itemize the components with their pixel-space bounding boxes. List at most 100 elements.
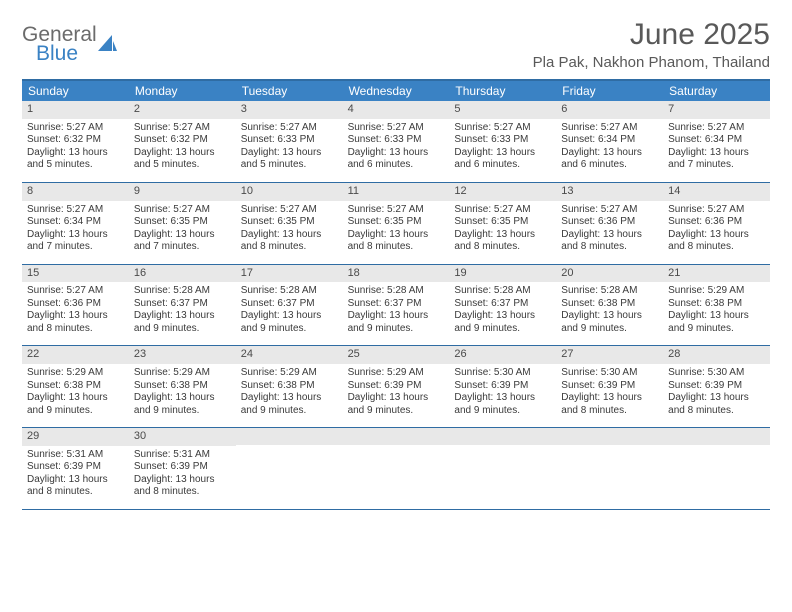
sunrise-text: Sunrise: 5:28 AM xyxy=(454,285,551,298)
calendar-week-row: 22Sunrise: 5:29 AMSunset: 6:38 PMDayligh… xyxy=(22,346,770,428)
weekday-header: Wednesday xyxy=(343,81,450,101)
day-number: 4 xyxy=(343,101,450,119)
day-info: Sunrise: 5:27 AMSunset: 6:35 PMDaylight:… xyxy=(236,201,343,264)
daylight-text: Daylight: 13 hours and 9 minutes. xyxy=(241,392,338,417)
daylight-text: Daylight: 13 hours and 8 minutes. xyxy=(561,229,658,254)
day-info: Sunrise: 5:28 AMSunset: 6:37 PMDaylight:… xyxy=(129,282,236,345)
sunrise-text: Sunrise: 5:29 AM xyxy=(348,367,445,380)
location-text: Pla Pak, Nakhon Phanom, Thailand xyxy=(533,54,770,71)
sunset-text: Sunset: 6:34 PM xyxy=(561,134,658,147)
day-info: Sunrise: 5:27 AMSunset: 6:33 PMDaylight:… xyxy=(236,119,343,182)
daylight-text: Daylight: 13 hours and 6 minutes. xyxy=(561,147,658,172)
sunset-text: Sunset: 6:39 PM xyxy=(561,380,658,393)
title-block: June 2025 Pla Pak, Nakhon Phanom, Thaila… xyxy=(533,18,770,71)
calendar-day-cell: 24Sunrise: 5:29 AMSunset: 6:38 PMDayligh… xyxy=(236,346,343,427)
calendar-day-cell xyxy=(236,428,343,509)
day-info: Sunrise: 5:27 AMSunset: 6:32 PMDaylight:… xyxy=(22,119,129,182)
day-info: Sunrise: 5:31 AMSunset: 6:39 PMDaylight:… xyxy=(22,446,129,509)
sunset-text: Sunset: 6:39 PM xyxy=(134,461,231,474)
calendar-day-cell xyxy=(556,428,663,509)
weekday-header: Friday xyxy=(556,81,663,101)
sunrise-text: Sunrise: 5:31 AM xyxy=(134,449,231,462)
sunset-text: Sunset: 6:39 PM xyxy=(668,380,765,393)
calendar-day-cell: 19Sunrise: 5:28 AMSunset: 6:37 PMDayligh… xyxy=(449,265,556,346)
day-info: Sunrise: 5:29 AMSunset: 6:38 PMDaylight:… xyxy=(663,282,770,345)
calendar-week-row: 8Sunrise: 5:27 AMSunset: 6:34 PMDaylight… xyxy=(22,183,770,265)
day-number: 10 xyxy=(236,183,343,201)
day-number: 28 xyxy=(663,346,770,364)
sunset-text: Sunset: 6:39 PM xyxy=(348,380,445,393)
sunset-text: Sunset: 6:38 PM xyxy=(134,380,231,393)
sunset-text: Sunset: 6:36 PM xyxy=(668,216,765,229)
sunset-text: Sunset: 6:39 PM xyxy=(27,461,124,474)
sunset-text: Sunset: 6:38 PM xyxy=(561,298,658,311)
sunset-text: Sunset: 6:37 PM xyxy=(454,298,551,311)
day-info: Sunrise: 5:27 AMSunset: 6:33 PMDaylight:… xyxy=(449,119,556,182)
day-info: Sunrise: 5:27 AMSunset: 6:34 PMDaylight:… xyxy=(556,119,663,182)
weekday-header: Monday xyxy=(129,81,236,101)
day-number: 6 xyxy=(556,101,663,119)
calendar-day-cell: 6Sunrise: 5:27 AMSunset: 6:34 PMDaylight… xyxy=(556,101,663,182)
sunset-text: Sunset: 6:38 PM xyxy=(241,380,338,393)
day-info: Sunrise: 5:28 AMSunset: 6:37 PMDaylight:… xyxy=(449,282,556,345)
sunrise-text: Sunrise: 5:29 AM xyxy=(27,367,124,380)
sunset-text: Sunset: 6:36 PM xyxy=(561,216,658,229)
weekday-header: Tuesday xyxy=(236,81,343,101)
daylight-text: Daylight: 13 hours and 9 minutes. xyxy=(668,310,765,335)
daylight-text: Daylight: 13 hours and 7 minutes. xyxy=(27,229,124,254)
daylight-text: Daylight: 13 hours and 5 minutes. xyxy=(241,147,338,172)
day-info: Sunrise: 5:28 AMSunset: 6:37 PMDaylight:… xyxy=(236,282,343,345)
sunset-text: Sunset: 6:32 PM xyxy=(27,134,124,147)
sunrise-text: Sunrise: 5:27 AM xyxy=(561,204,658,217)
sunrise-text: Sunrise: 5:27 AM xyxy=(27,204,124,217)
day-info: Sunrise: 5:29 AMSunset: 6:38 PMDaylight:… xyxy=(236,364,343,427)
calendar-week-row: 1Sunrise: 5:27 AMSunset: 6:32 PMDaylight… xyxy=(22,101,770,183)
sunrise-text: Sunrise: 5:27 AM xyxy=(454,204,551,217)
day-number: 21 xyxy=(663,265,770,283)
day-number xyxy=(556,428,663,445)
weekday-header: Thursday xyxy=(449,81,556,101)
daylight-text: Daylight: 13 hours and 7 minutes. xyxy=(134,229,231,254)
weekday-header-row: SundayMondayTuesdayWednesdayThursdayFrid… xyxy=(22,81,770,101)
daylight-text: Daylight: 13 hours and 6 minutes. xyxy=(454,147,551,172)
calendar-day-cell: 26Sunrise: 5:30 AMSunset: 6:39 PMDayligh… xyxy=(449,346,556,427)
calendar-day-cell: 27Sunrise: 5:30 AMSunset: 6:39 PMDayligh… xyxy=(556,346,663,427)
sunset-text: Sunset: 6:33 PM xyxy=(348,134,445,147)
sunrise-text: Sunrise: 5:27 AM xyxy=(454,122,551,135)
calendar-day-cell: 15Sunrise: 5:27 AMSunset: 6:36 PMDayligh… xyxy=(22,265,129,346)
sunrise-text: Sunrise: 5:27 AM xyxy=(241,204,338,217)
calendar-day-cell: 2Sunrise: 5:27 AMSunset: 6:32 PMDaylight… xyxy=(129,101,236,182)
sunrise-text: Sunrise: 5:27 AM xyxy=(561,122,658,135)
day-number: 3 xyxy=(236,101,343,119)
calendar-day-cell: 30Sunrise: 5:31 AMSunset: 6:39 PMDayligh… xyxy=(129,428,236,509)
calendar-day-cell: 29Sunrise: 5:31 AMSunset: 6:39 PMDayligh… xyxy=(22,428,129,509)
daylight-text: Daylight: 13 hours and 9 minutes. xyxy=(241,310,338,335)
sunrise-text: Sunrise: 5:29 AM xyxy=(241,367,338,380)
sunset-text: Sunset: 6:35 PM xyxy=(134,216,231,229)
day-info: Sunrise: 5:28 AMSunset: 6:37 PMDaylight:… xyxy=(343,282,450,345)
day-number: 30 xyxy=(129,428,236,446)
day-number: 12 xyxy=(449,183,556,201)
day-number: 8 xyxy=(22,183,129,201)
day-info: Sunrise: 5:30 AMSunset: 6:39 PMDaylight:… xyxy=(556,364,663,427)
daylight-text: Daylight: 13 hours and 8 minutes. xyxy=(27,310,124,335)
sunrise-text: Sunrise: 5:29 AM xyxy=(134,367,231,380)
calendar-day-cell: 25Sunrise: 5:29 AMSunset: 6:39 PMDayligh… xyxy=(343,346,450,427)
sunrise-text: Sunrise: 5:31 AM xyxy=(27,449,124,462)
day-info: Sunrise: 5:31 AMSunset: 6:39 PMDaylight:… xyxy=(129,446,236,509)
sunrise-text: Sunrise: 5:30 AM xyxy=(454,367,551,380)
day-info: Sunrise: 5:27 AMSunset: 6:36 PMDaylight:… xyxy=(556,201,663,264)
sunset-text: Sunset: 6:35 PM xyxy=(454,216,551,229)
day-number: 19 xyxy=(449,265,556,283)
daylight-text: Daylight: 13 hours and 8 minutes. xyxy=(241,229,338,254)
sunset-text: Sunset: 6:34 PM xyxy=(668,134,765,147)
day-info: Sunrise: 5:28 AMSunset: 6:38 PMDaylight:… xyxy=(556,282,663,345)
sunrise-text: Sunrise: 5:27 AM xyxy=(241,122,338,135)
day-number: 7 xyxy=(663,101,770,119)
calendar-day-cell: 13Sunrise: 5:27 AMSunset: 6:36 PMDayligh… xyxy=(556,183,663,264)
month-title: June 2025 xyxy=(533,18,770,52)
sunrise-text: Sunrise: 5:28 AM xyxy=(348,285,445,298)
day-number: 1 xyxy=(22,101,129,119)
daylight-text: Daylight: 13 hours and 5 minutes. xyxy=(134,147,231,172)
day-info: Sunrise: 5:27 AMSunset: 6:34 PMDaylight:… xyxy=(663,119,770,182)
